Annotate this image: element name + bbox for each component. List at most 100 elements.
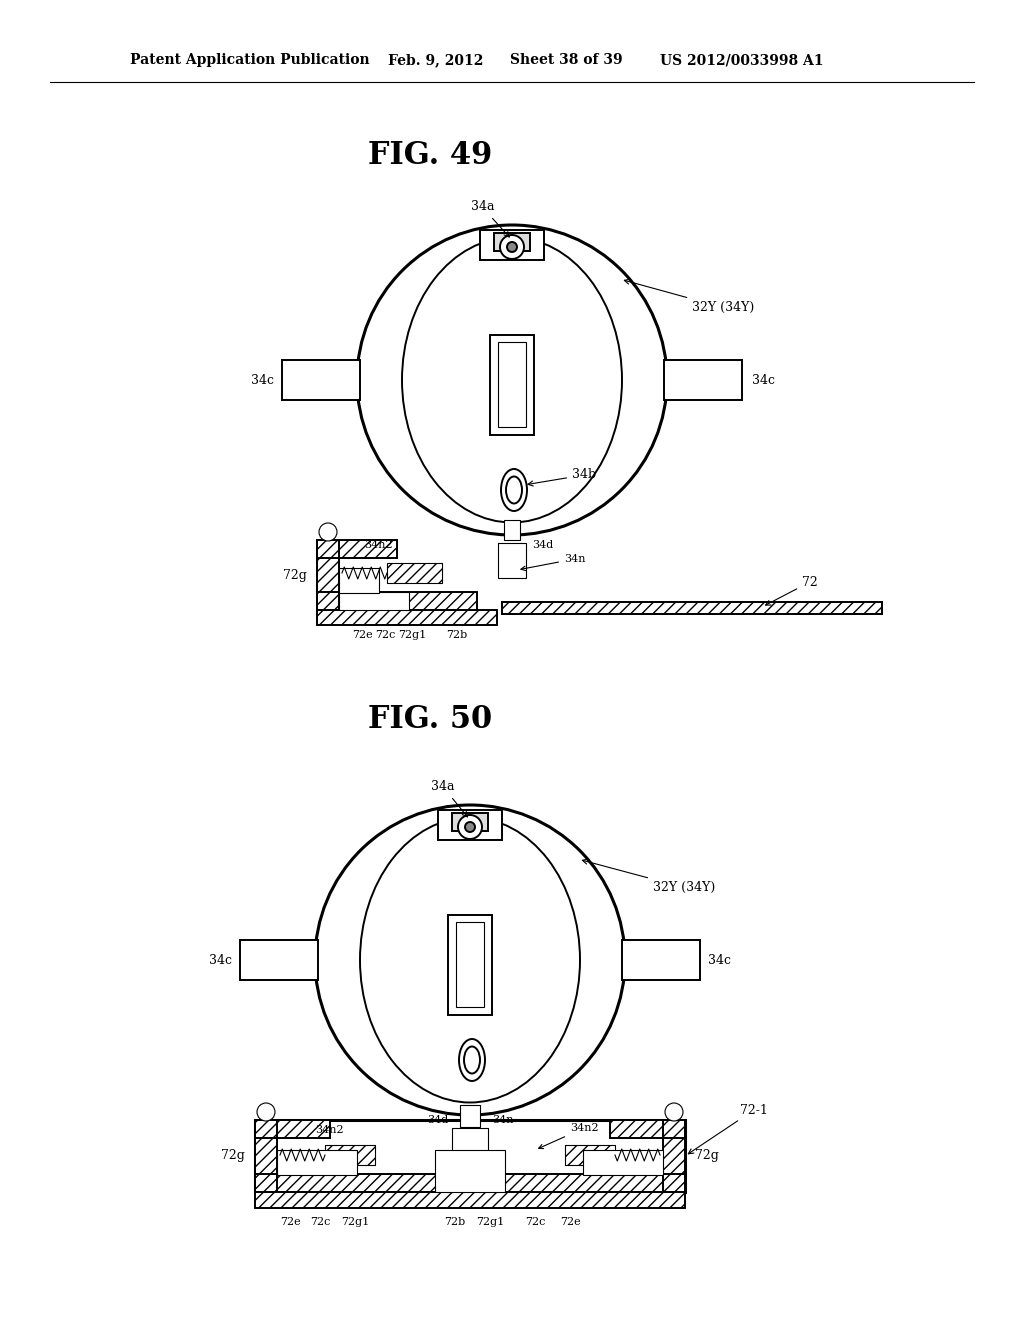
Bar: [438, 810, 502, 840]
Bar: [317, 610, 497, 624]
Circle shape: [319, 523, 337, 541]
Text: 72g1: 72g1: [476, 1217, 504, 1228]
Bar: [610, 1119, 685, 1138]
Text: 34c: 34c: [251, 374, 274, 387]
Text: 72: 72: [766, 576, 818, 605]
Text: 72b: 72b: [444, 1217, 466, 1228]
Bar: [317, 591, 477, 610]
Bar: [255, 1119, 330, 1138]
Bar: [490, 335, 534, 436]
Bar: [494, 234, 530, 251]
Bar: [583, 1150, 663, 1175]
Text: 72c: 72c: [310, 1217, 330, 1228]
Text: Patent Application Publication: Patent Application Publication: [130, 53, 370, 67]
Bar: [317, 540, 397, 558]
Bar: [565, 1144, 615, 1166]
Bar: [317, 591, 477, 610]
Circle shape: [257, 1104, 275, 1121]
Text: 72-1: 72-1: [688, 1104, 768, 1154]
Circle shape: [507, 242, 517, 252]
Bar: [565, 1144, 615, 1166]
Bar: [282, 360, 360, 400]
Bar: [452, 1129, 488, 1148]
Text: 34n: 34n: [492, 1115, 513, 1125]
Ellipse shape: [464, 1047, 480, 1073]
Bar: [502, 602, 882, 614]
Bar: [498, 342, 526, 426]
Text: 34d: 34d: [532, 540, 553, 550]
Bar: [255, 1119, 278, 1192]
Bar: [278, 1150, 357, 1175]
Text: Sheet 38 of 39: Sheet 38 of 39: [510, 53, 623, 67]
Bar: [387, 564, 442, 583]
Bar: [504, 520, 520, 540]
Bar: [255, 1173, 685, 1192]
Bar: [498, 543, 526, 578]
Text: 34a: 34a: [431, 780, 468, 817]
Bar: [452, 1129, 488, 1173]
Ellipse shape: [402, 238, 622, 523]
Bar: [460, 1105, 480, 1117]
Text: 34b: 34b: [528, 469, 596, 486]
Bar: [339, 568, 379, 593]
Circle shape: [665, 1104, 683, 1121]
Bar: [663, 1119, 685, 1192]
Circle shape: [500, 235, 524, 259]
Text: 34n2: 34n2: [539, 1123, 599, 1148]
Text: 34n2: 34n2: [364, 540, 392, 550]
Text: 34n2: 34n2: [315, 1125, 344, 1135]
Text: 72e: 72e: [351, 630, 373, 640]
Circle shape: [357, 224, 667, 535]
Bar: [325, 1144, 375, 1166]
Bar: [255, 1192, 685, 1208]
Bar: [255, 1119, 685, 1192]
Bar: [317, 540, 397, 558]
Bar: [498, 543, 526, 564]
Text: 32Y (34Y): 32Y (34Y): [583, 859, 715, 894]
Bar: [255, 1119, 278, 1192]
Text: 72g1: 72g1: [341, 1217, 369, 1228]
Text: 34c: 34c: [752, 374, 775, 387]
Ellipse shape: [459, 1039, 485, 1081]
Text: 72g: 72g: [221, 1148, 245, 1162]
Bar: [480, 230, 544, 260]
Text: 72c: 72c: [525, 1217, 545, 1228]
Bar: [325, 1144, 375, 1166]
Bar: [460, 1105, 480, 1127]
Ellipse shape: [501, 469, 527, 511]
Text: FIG. 50: FIG. 50: [368, 705, 493, 735]
Circle shape: [465, 822, 475, 832]
Text: 72e: 72e: [560, 1217, 581, 1228]
Text: Feb. 9, 2012: Feb. 9, 2012: [388, 53, 483, 67]
Circle shape: [458, 814, 482, 840]
Text: FIG. 49: FIG. 49: [368, 140, 493, 170]
Text: US 2012/0033998 A1: US 2012/0033998 A1: [660, 53, 823, 67]
Bar: [610, 1119, 685, 1138]
Text: 34c: 34c: [209, 953, 232, 966]
Bar: [317, 540, 339, 610]
Bar: [452, 813, 488, 832]
Text: 34c: 34c: [708, 953, 731, 966]
Text: 72g: 72g: [283, 569, 307, 582]
Text: 72c: 72c: [375, 630, 395, 640]
Bar: [255, 1173, 685, 1192]
Bar: [387, 564, 442, 583]
Text: 34a: 34a: [470, 201, 509, 238]
Bar: [435, 1150, 505, 1192]
Bar: [255, 1119, 330, 1138]
Ellipse shape: [506, 477, 522, 503]
Bar: [449, 915, 492, 1015]
Circle shape: [315, 805, 625, 1115]
Bar: [317, 540, 339, 610]
Text: 34d: 34d: [427, 1115, 449, 1125]
Bar: [622, 940, 700, 979]
Ellipse shape: [360, 817, 580, 1102]
Text: 72b: 72b: [446, 630, 468, 640]
Text: 32Y (34Y): 32Y (34Y): [625, 280, 755, 314]
Text: 72e: 72e: [280, 1217, 300, 1228]
Bar: [240, 940, 318, 979]
Bar: [339, 591, 409, 610]
Text: 72g1: 72g1: [398, 630, 426, 640]
Bar: [663, 1119, 685, 1192]
Bar: [664, 360, 742, 400]
